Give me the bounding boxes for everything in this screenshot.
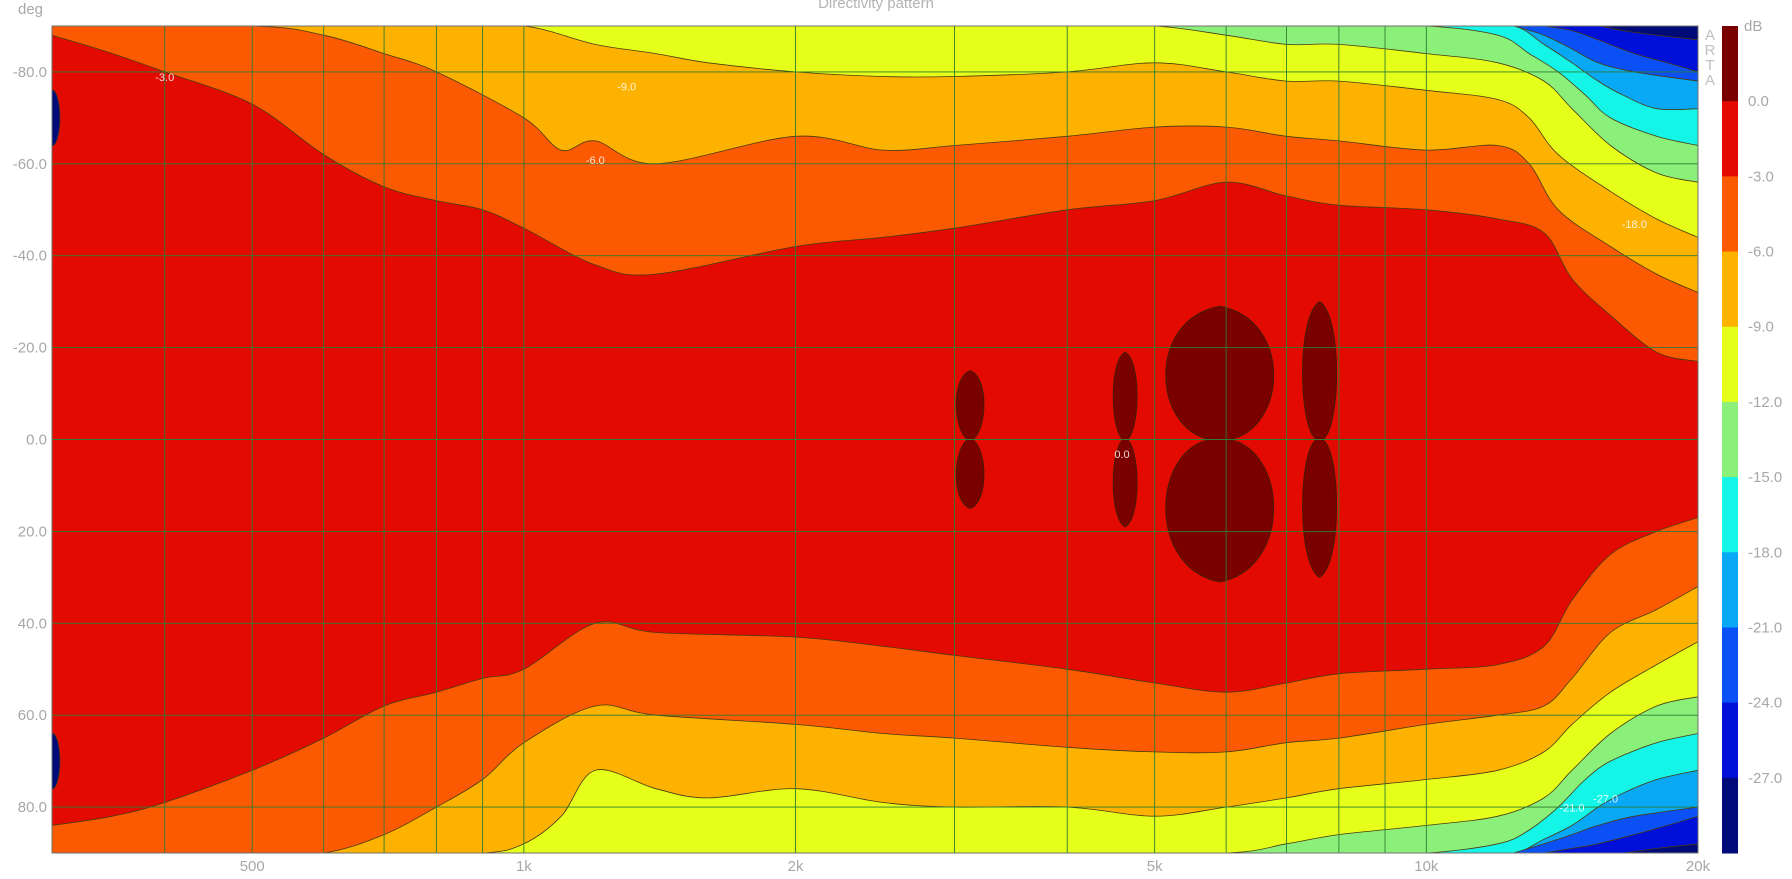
band-lower-24 <box>1543 815 1698 853</box>
peak-region-2 <box>1165 305 1275 583</box>
rear-minimum-0 <box>52 89 61 147</box>
plot-border <box>51 25 1699 854</box>
contour-label: -3.0 <box>155 72 174 84</box>
colorbar-segment <box>1722 401 1738 478</box>
x-tick-label: 5k <box>1147 858 1163 875</box>
y-tick-label: -20.0 <box>13 340 47 357</box>
colorbar-segment <box>1722 176 1738 253</box>
x-tick-label: 10k <box>1414 858 1439 875</box>
contour-label: -18.0 <box>1622 219 1647 231</box>
colorbar-tick-label: 0.0 <box>1748 93 1769 110</box>
contour-labels: -3.0 -9.0 -6.0 0.0 -18.0 -21.0 -27.0 <box>155 72 1647 815</box>
y-tick-label: -60.0 <box>13 156 47 173</box>
band-lower-9 <box>383 641 1698 853</box>
colorbar-segment <box>1722 26 1738 102</box>
colorbar-tick-label: -12.0 <box>1748 394 1782 411</box>
colorbar-tick-label: -9.0 <box>1748 319 1774 336</box>
contour-label: -21.0 <box>1559 803 1584 815</box>
contour-label: 0.0 <box>1114 449 1129 461</box>
grid <box>52 26 1698 853</box>
y-tick-label: 0.0 <box>26 432 47 449</box>
y-axis-label: deg <box>18 1 43 18</box>
colorbar-tick-label: -15.0 <box>1748 469 1782 486</box>
rear-minimum-1 <box>52 732 61 790</box>
x-tick-label: 2k <box>788 858 804 875</box>
watermark-letter: A <box>1705 27 1715 44</box>
colorbar-tick-label: -21.0 <box>1748 619 1782 636</box>
colorbar-tick-label: -3.0 <box>1748 168 1774 185</box>
colorbar: 0.0 -3.0 -6.0 -9.0 -12.0 -15.0 -18.0 -21.0 -24.0… <box>1722 26 1782 854</box>
colorbar-segment <box>1722 552 1738 628</box>
x-tick-label: 500 <box>240 858 265 875</box>
colorbar-tick-label: -6.0 <box>1748 244 1774 261</box>
colorbar-segment <box>1722 477 1738 553</box>
contour-label: -27.0 <box>1593 793 1618 805</box>
colorbar-segment <box>1722 627 1738 704</box>
colorbar-segment <box>1722 702 1738 779</box>
colorbar-tick-label: -18.0 <box>1748 544 1782 561</box>
band-upper-9 <box>436 26 1698 238</box>
y-tick-label: 20.0 <box>18 523 47 540</box>
contour-label: -6.0 <box>586 155 605 167</box>
chart-title-group: Directivity pattern deg dB <box>18 0 1762 35</box>
colorbar-tick-label: -24.0 <box>1748 695 1782 712</box>
colorbar-label: dB <box>1744 18 1762 35</box>
colorbar-segment <box>1722 777 1738 854</box>
y-tick-label: -40.0 <box>13 248 47 265</box>
colorbar-segment <box>1722 101 1738 177</box>
watermark-letter: A <box>1705 72 1715 89</box>
x-tick-label: 20k <box>1686 858 1711 875</box>
x-tick-label: 1k <box>516 858 532 875</box>
axes: -80.0 -60.0 -40.0 -20.0 0.0 20.0 40.0 60.0 80.0 5… <box>13 25 1711 875</box>
band-upper-27 <box>1571 26 1698 41</box>
y-tick-label: 80.0 <box>18 799 47 816</box>
contour-label: -9.0 <box>617 81 636 93</box>
colorbar-tick-label: -27.0 <box>1748 770 1782 787</box>
watermark-letter: R <box>1705 42 1716 59</box>
watermark-letter: T <box>1705 57 1714 74</box>
y-tick-label: -80.0 <box>13 64 47 81</box>
y-tick-label: 60.0 <box>18 707 47 724</box>
band-upper-24 <box>1543 26 1698 73</box>
colorbar-segment <box>1722 251 1738 328</box>
y-tick-label: 40.0 <box>18 615 47 632</box>
chart-title: Directivity pattern <box>818 0 934 12</box>
colorbar-segment <box>1722 326 1738 403</box>
